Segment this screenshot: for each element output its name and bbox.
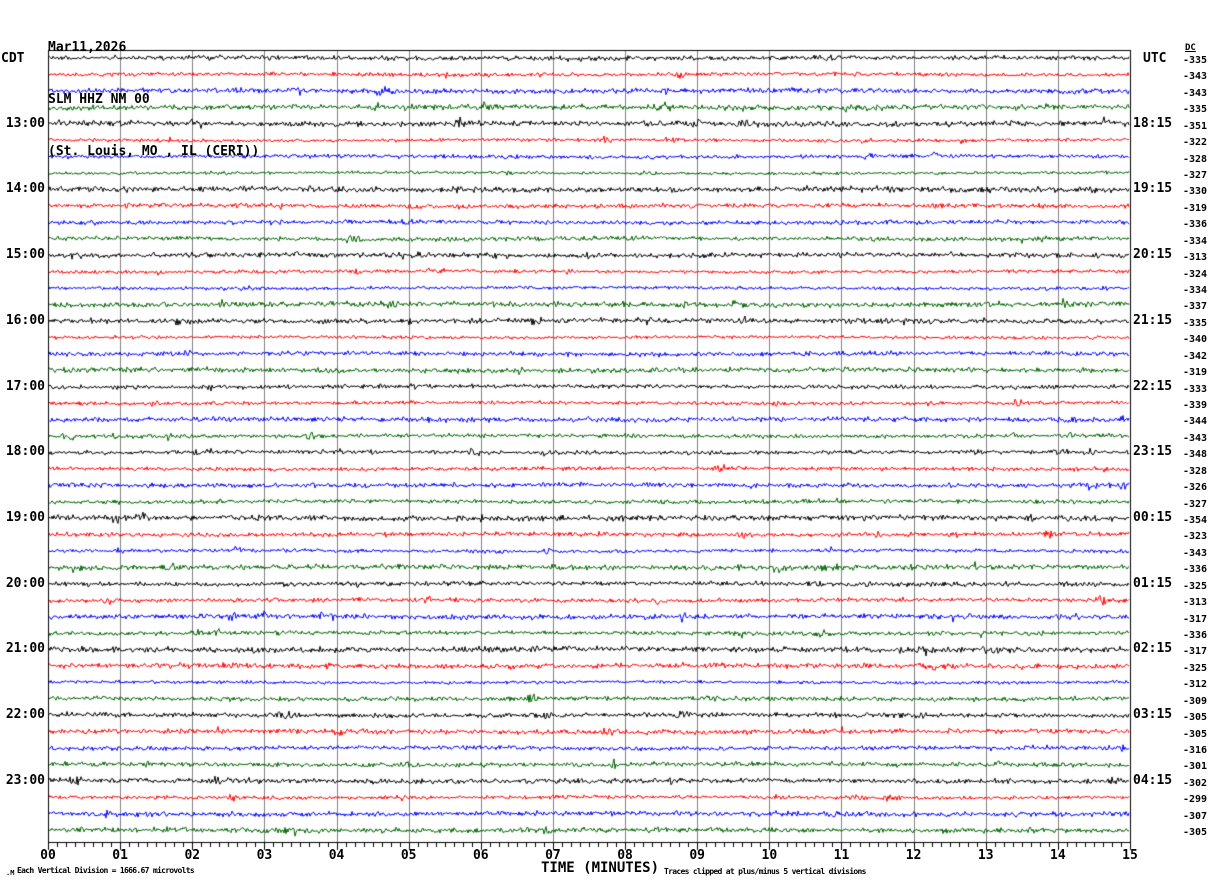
dc-value: -305 xyxy=(1183,827,1208,839)
dc-value: -301 xyxy=(1183,761,1208,773)
dc-value: -312 xyxy=(1183,679,1208,691)
x-tick-label: 07 xyxy=(545,848,561,863)
x-tick-label: 08 xyxy=(617,848,633,863)
dc-value: -343 xyxy=(1183,71,1208,83)
left-hour-label: 21:00 xyxy=(5,641,45,657)
right-hour-label: 00:15 xyxy=(1133,510,1173,526)
dc-value: -313 xyxy=(1183,597,1208,609)
footer-scale-note: Each Vertical Division = 1666.67 microvo… xyxy=(17,866,195,875)
title-location: (St. Louis, MO , IL (CERI)) xyxy=(48,144,260,159)
x-tick-label: 09 xyxy=(689,848,706,863)
right-timezone-label: UTC xyxy=(1143,51,1167,66)
dc-value: -319 xyxy=(1183,202,1208,214)
x-tick-label: 03 xyxy=(256,848,273,863)
dc-value: -343 xyxy=(1183,87,1208,99)
dc-value: -322 xyxy=(1183,137,1208,149)
left-hour-label: 15:00 xyxy=(5,247,45,263)
dc-value: -333 xyxy=(1183,383,1208,395)
dc-value: -328 xyxy=(1183,465,1208,477)
dc-value: -324 xyxy=(1183,268,1208,280)
dc-value: -317 xyxy=(1183,613,1208,625)
dc-value: -323 xyxy=(1183,531,1208,543)
x-tick-label: 05 xyxy=(400,848,417,863)
dc-value: -348 xyxy=(1183,449,1208,461)
dc-value: -309 xyxy=(1183,695,1208,707)
dc-value: -327 xyxy=(1183,170,1208,181)
left-hour-label: 18:00 xyxy=(5,444,45,460)
dc-value: -334 xyxy=(1183,285,1208,297)
title-date: Mar11,2026 xyxy=(48,40,127,55)
dc-value: -354 xyxy=(1183,515,1208,527)
dc-value: -317 xyxy=(1183,646,1208,658)
left-timezone-label: CDT xyxy=(1,51,25,66)
dc-value: -343 xyxy=(1183,547,1208,559)
title-block: Mar11,2026 SLM HHZ NM 00 (St. Louis, MO … xyxy=(48,3,259,178)
right-hour-label: 02:15 xyxy=(1133,641,1173,657)
dc-value: -335 xyxy=(1183,317,1208,329)
dc-value: -342 xyxy=(1183,350,1208,362)
dc-value: -325 xyxy=(1183,662,1208,674)
x-tick-label: 01 xyxy=(112,848,128,863)
right-hour-label: 01:15 xyxy=(1133,575,1173,591)
x-tick-label: 10 xyxy=(761,848,778,863)
dc-column-header: DC xyxy=(1185,43,1196,53)
x-tick-label: 14 xyxy=(1050,848,1066,863)
left-hour-label: 20:00 xyxy=(5,575,45,591)
dc-value: -330 xyxy=(1183,186,1208,198)
right-hour-label: 18:15 xyxy=(1133,115,1173,131)
dc-value: -299 xyxy=(1183,794,1208,806)
left-hour-label: 16:00 xyxy=(5,312,45,328)
left-hour-label: 14:00 xyxy=(5,181,45,197)
left-hour-label: 23:00 xyxy=(5,772,45,788)
x-tick-label: 00 xyxy=(40,848,56,863)
dc-value: -328 xyxy=(1183,153,1208,165)
dc-value: -337 xyxy=(1183,301,1208,313)
dc-value: -340 xyxy=(1183,334,1208,346)
right-hour-label: 20:15 xyxy=(1133,247,1173,263)
dc-value: -339 xyxy=(1183,400,1208,412)
dc-value: -334 xyxy=(1183,235,1208,247)
left-hour-label: 17:00 xyxy=(5,378,45,394)
dc-value: -336 xyxy=(1183,564,1208,576)
x-tick-label: 02 xyxy=(184,848,201,863)
dc-value: -316 xyxy=(1183,745,1208,757)
right-hour-label: 22:15 xyxy=(1133,378,1173,394)
right-hour-label: 03:15 xyxy=(1133,707,1173,723)
dc-value: -336 xyxy=(1183,219,1208,231)
watermark: .M xyxy=(6,869,15,877)
dc-value: -326 xyxy=(1183,482,1208,494)
right-hour-label: 21:15 xyxy=(1133,312,1173,328)
title-station: SLM HHZ NM 00 xyxy=(48,92,150,107)
dc-value: -319 xyxy=(1183,367,1208,379)
dc-value: -327 xyxy=(1183,498,1208,510)
dc-value: -344 xyxy=(1183,416,1208,428)
dc-value: -325 xyxy=(1183,580,1208,592)
dc-value: -305 xyxy=(1183,712,1208,724)
dc-value: -343 xyxy=(1183,432,1208,444)
x-tick-label: 04 xyxy=(328,848,345,863)
footer-clip-note: Traces clipped at plus/minus 5 vertical … xyxy=(664,867,866,876)
x-tick-label: 06 xyxy=(472,848,489,863)
right-hour-label: 04:15 xyxy=(1133,772,1173,788)
right-hour-label: 23:15 xyxy=(1133,444,1173,460)
x-tick-label: 11 xyxy=(833,848,850,863)
dc-value: -307 xyxy=(1183,810,1208,822)
x-tick-label: 15 xyxy=(1122,848,1138,863)
dc-value: -335 xyxy=(1183,104,1208,116)
dc-value: -313 xyxy=(1183,252,1208,264)
dc-value: -305 xyxy=(1183,728,1208,740)
left-hour-label: 22:00 xyxy=(5,707,45,723)
dc-value: -351 xyxy=(1183,120,1208,132)
left-hour-label: 13:00 xyxy=(5,115,45,131)
x-tick-label: 12 xyxy=(905,848,922,863)
right-hour-label: 19:15 xyxy=(1133,181,1173,197)
x-axis-title: TIME (MINUTES) xyxy=(540,860,660,876)
dc-value: -336 xyxy=(1183,630,1208,642)
dc-value: -302 xyxy=(1183,777,1208,789)
left-hour-label: 19:00 xyxy=(5,510,45,526)
dc-value: -335 xyxy=(1183,55,1208,66)
x-tick-label: 13 xyxy=(977,848,994,863)
